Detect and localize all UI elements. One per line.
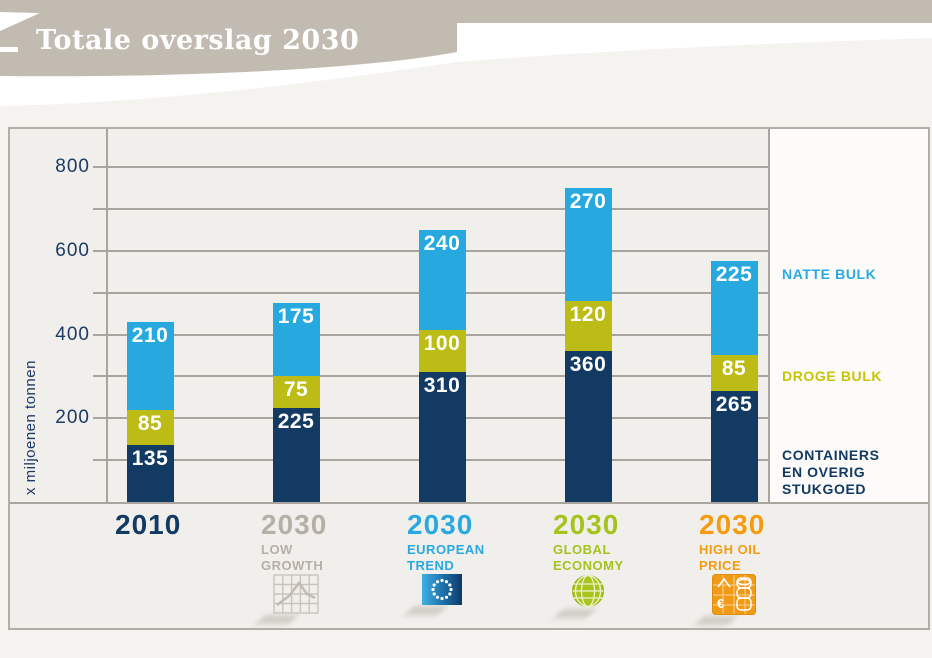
icon-shadow-decoration <box>255 615 299 624</box>
category-subtitle: HIGH OIL PRICE <box>699 542 761 573</box>
bar-value-label: 120 <box>569 303 607 326</box>
page-title: Totale overslag 2030 <box>36 25 360 56</box>
bar-value-label: 210 <box>131 323 169 347</box>
category-label-group: 2030 HIGH OIL PRICE € <box>677 510 791 628</box>
oil-barrels-euro-icon: € <box>694 574 756 625</box>
category-icon-holder <box>404 574 462 615</box>
category-subtitle: LOW GROWTH <box>261 542 324 573</box>
y-gridline <box>93 166 768 168</box>
category-label-group: 2030 LOW GROWTH <box>239 510 353 628</box>
category-subtitle: EUROPEAN TREND <box>407 542 485 573</box>
legend-label-droge-bulk: DROGE BULK <box>782 368 883 384</box>
bar-segment-natte-bulk: 240 <box>418 229 466 331</box>
category-label-group: 2010 <box>93 510 207 628</box>
y-axis-tick-label: 400 <box>55 323 90 345</box>
category-year-label: 2030 <box>699 509 766 540</box>
stacked-bar: 210 85 135 <box>126 321 174 502</box>
y-gridline <box>93 207 768 210</box>
category-year-label: 2030 <box>407 509 474 540</box>
icon-shadow-decoration <box>553 609 597 618</box>
y-axis-tick-label: 200 <box>55 407 90 429</box>
bar-value-label: 240 <box>423 231 461 255</box>
y-axis-tick-label: 800 <box>55 156 90 177</box>
stacked-bar: 175 75 225 <box>272 303 320 502</box>
eu-flag-icon <box>404 574 462 615</box>
low-growth-grid-icon <box>255 574 319 624</box>
bar-segment-droge-bulk: 120 <box>564 301 612 352</box>
category-icon-holder <box>255 574 319 624</box>
category-label-group: 2030 EUROPEAN TREND <box>385 510 499 628</box>
bar-segment-natte-bulk: 210 <box>126 321 174 410</box>
bar-value-label: 225 <box>277 409 315 433</box>
bar-segment-containers-en-overig-stukgoed: 225 <box>272 407 320 502</box>
bar-segment-containers-en-overig-stukgoed: 265 <box>710 391 758 502</box>
chart-panel: 200 400 600 800 x miljoenen tonnen 210 85 135 17… <box>8 127 930 630</box>
y-axis-title: x miljoenen tonnen <box>22 360 39 495</box>
corner-notch-decoration <box>0 12 40 31</box>
bar-segment-droge-bulk: 85 <box>710 355 758 392</box>
bar-value-label: 75 <box>283 378 309 402</box>
icon-shadow-decoration <box>404 606 448 615</box>
category-subtitle: GLOBAL ECONOMY <box>553 542 624 573</box>
category-icon-holder <box>553 574 605 618</box>
svg-text:€: € <box>717 596 724 611</box>
bar-segment-natte-bulk: 175 <box>272 303 320 377</box>
legend-panel <box>768 129 928 502</box>
bar-value-label: 360 <box>569 353 607 377</box>
bar-value-label: 85 <box>721 357 747 381</box>
bar-value-label: 85 <box>137 411 163 435</box>
bar-segment-containers-en-overig-stukgoed: 360 <box>564 351 612 502</box>
bar-segment-natte-bulk: 225 <box>710 261 758 356</box>
title-dash-decoration <box>0 47 18 52</box>
header-wave-decoration <box>0 0 932 106</box>
stacked-bar: 240 100 310 <box>418 229 466 502</box>
bar-value-label: 310 <box>423 374 461 398</box>
category-year-label: 2030 <box>553 509 620 540</box>
category-label-group: 2030 GLOBAL ECONOMY <box>531 510 645 628</box>
category-year-label: 2010 <box>115 509 182 540</box>
category-icon-holder: € <box>694 574 756 625</box>
bar-value-label: 175 <box>277 305 315 329</box>
legend-label-containers: CONTAINERS EN OVERIG STUKGOED <box>782 447 880 497</box>
bar-segment-droge-bulk: 75 <box>272 376 320 408</box>
bar-value-label: 100 <box>423 332 461 356</box>
y-axis-line <box>106 129 108 502</box>
bar-segment-droge-bulk: 85 <box>126 409 174 446</box>
y-axis-tick-label: 600 <box>55 239 90 261</box>
globe-icon <box>553 574 605 618</box>
icon-shadow-decoration <box>694 616 738 625</box>
bar-value-label: 135 <box>131 447 169 471</box>
bar-segment-natte-bulk: 270 <box>564 187 612 301</box>
bar-value-label: 225 <box>715 263 753 287</box>
bar-value-label: 270 <box>569 189 607 213</box>
bar-segment-containers-en-overig-stukgoed: 310 <box>418 372 466 502</box>
legend-label-natte-bulk: NATTE BULK <box>782 266 877 282</box>
bar-segment-droge-bulk: 100 <box>418 330 466 373</box>
stacked-bar: 270 120 360 <box>564 187 612 502</box>
stacked-bar: 225 85 265 <box>710 261 758 502</box>
category-year-label: 2030 <box>261 509 328 540</box>
bar-segment-containers-en-overig-stukgoed: 135 <box>126 445 174 502</box>
x-axis-baseline <box>10 502 928 504</box>
bar-value-label: 265 <box>715 393 753 417</box>
